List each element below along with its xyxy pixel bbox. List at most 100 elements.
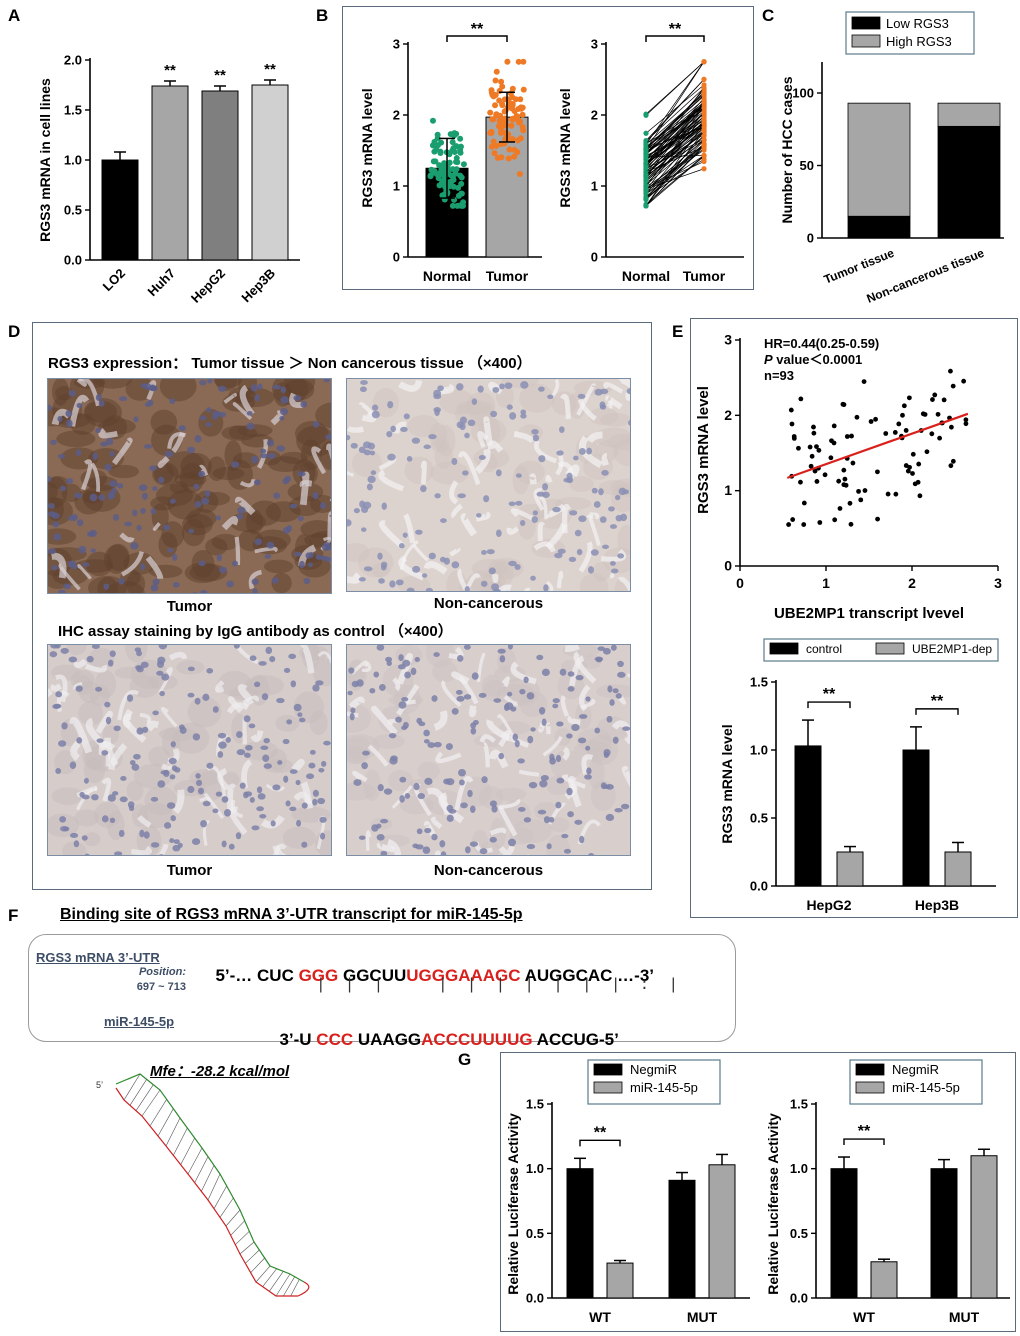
ihc-nucleus <box>276 445 286 452</box>
gl-bar <box>566 1168 594 1299</box>
gl-y-tick-label: 1.0 <box>526 1161 544 1176</box>
ihc-sinusoid <box>578 541 593 573</box>
e1-point <box>841 467 847 473</box>
ihc-cell <box>52 379 69 406</box>
panel-letter-d: D <box>8 322 21 341</box>
br-pair-line <box>645 101 705 160</box>
ihc-nucleus <box>406 587 415 591</box>
utr-seq-seed-2: UGGGAAAGC <box>406 966 521 985</box>
a-y-tick-label: 1.0 <box>64 153 82 168</box>
ihc-nucleus <box>495 529 502 537</box>
hairpin-5prime: 5’ <box>96 1080 103 1090</box>
a-y-tick-label: 2.0 <box>64 53 82 68</box>
bl-point <box>428 166 435 173</box>
a-x-tick-label: LO2 <box>100 266 128 294</box>
ihc-nucleus <box>561 833 569 839</box>
a-significance: ** <box>264 61 276 78</box>
ihc-sinusoid <box>542 735 563 757</box>
ihc-nucleus <box>138 484 148 492</box>
ihc-nucleus <box>568 556 577 563</box>
ihc-nucleus <box>289 769 298 774</box>
ihc-sinusoid <box>533 541 556 553</box>
ihc-sinusoid <box>476 652 486 683</box>
ihc-nucleus <box>527 735 534 744</box>
ihc-nucleus <box>188 528 195 534</box>
bl-point <box>427 173 434 180</box>
ihc-nucleus <box>297 712 303 717</box>
ihc-nucleus <box>602 544 610 550</box>
ihc-nucleus <box>377 552 383 560</box>
ihc-nucleus <box>96 738 104 743</box>
base-pairs-2: | | | | | | | : | <box>438 976 679 994</box>
ihc-nucleus <box>519 688 526 695</box>
ihc-cell <box>515 460 545 484</box>
ihc-nucleus <box>403 413 410 420</box>
ihc-nucleus <box>497 648 506 654</box>
ihc-sinusoid <box>386 838 402 855</box>
ihc-nucleus <box>212 808 219 814</box>
ihc-nucleus <box>597 646 606 651</box>
ihc-nucleus <box>416 828 423 835</box>
br-significance-bracket <box>645 35 705 42</box>
ihc-nucleus <box>128 805 135 812</box>
ihc-nucleus <box>574 529 582 537</box>
ihc-nucleus <box>112 791 119 796</box>
e1-point <box>961 378 967 384</box>
br-pair-line <box>645 155 705 207</box>
ihc-nucleus <box>70 564 78 570</box>
e1-y-tick-label: 0 <box>724 558 732 574</box>
ihc-nucleus <box>202 800 211 807</box>
c-legend-label: High RGS3 <box>886 34 952 49</box>
ihc-nucleus <box>73 840 80 848</box>
ihc-cell <box>379 834 410 848</box>
ihc-nucleus <box>249 655 257 661</box>
br-point-normal <box>643 203 649 209</box>
ihc-nucleus <box>315 680 324 686</box>
gl-y-label: Relative Luciferase Activity <box>505 1113 521 1295</box>
ihc-sinusoid <box>119 532 135 543</box>
bl-point <box>511 146 518 153</box>
ihc-nucleus <box>358 446 366 454</box>
br-pair-line <box>645 84 705 134</box>
ihc-nucleus <box>98 494 106 501</box>
ihc-nucleus <box>101 750 109 756</box>
ihc-nucleus <box>150 584 159 592</box>
ihc-nucleus <box>584 774 592 780</box>
ihc-nucleus <box>113 725 121 732</box>
bl-point <box>515 105 522 112</box>
ihc-nucleus <box>512 733 519 741</box>
br-pair-line <box>645 168 705 190</box>
ihc-nucleus <box>200 819 207 828</box>
br-point-tumor <box>701 137 707 143</box>
ihc-nucleus <box>537 809 547 815</box>
ihc-sinusoid <box>108 743 128 771</box>
ihc-nucleus <box>552 506 561 513</box>
ihc-nucleus <box>75 685 83 692</box>
ihc-nucleus <box>254 538 263 546</box>
ihc-sinusoid <box>98 428 118 439</box>
ihc-nucleus <box>263 738 270 744</box>
gl-significance-bracket <box>579 1139 621 1147</box>
caption-noncancer-2: Non-cancerous <box>433 862 544 879</box>
ihc-nucleus <box>491 805 498 813</box>
ihc-sinusoid <box>352 770 368 783</box>
ihc-nucleus <box>615 693 622 699</box>
ihc-nucleus <box>506 691 513 697</box>
ihc-nucleus <box>194 697 201 705</box>
ihc-sinusoid <box>291 758 305 773</box>
ihc-nucleus <box>455 689 463 695</box>
ihc-sinusoid <box>441 680 462 708</box>
ihc-nucleus <box>149 384 157 392</box>
ihc-sinusoid <box>160 707 178 728</box>
ihc-nucleus <box>150 508 156 515</box>
e1-point <box>831 440 837 446</box>
ihc-nucleus <box>467 419 476 427</box>
e1-y-tick-label: 2 <box>724 407 732 423</box>
ihc-nucleus <box>259 813 267 819</box>
ihc-sinusoid <box>420 460 427 485</box>
ihc-nucleus <box>578 714 588 719</box>
ihc-nucleus <box>248 723 256 729</box>
bl-point <box>515 58 522 65</box>
bl-point <box>489 91 496 98</box>
ihc-nucleus <box>277 760 283 765</box>
